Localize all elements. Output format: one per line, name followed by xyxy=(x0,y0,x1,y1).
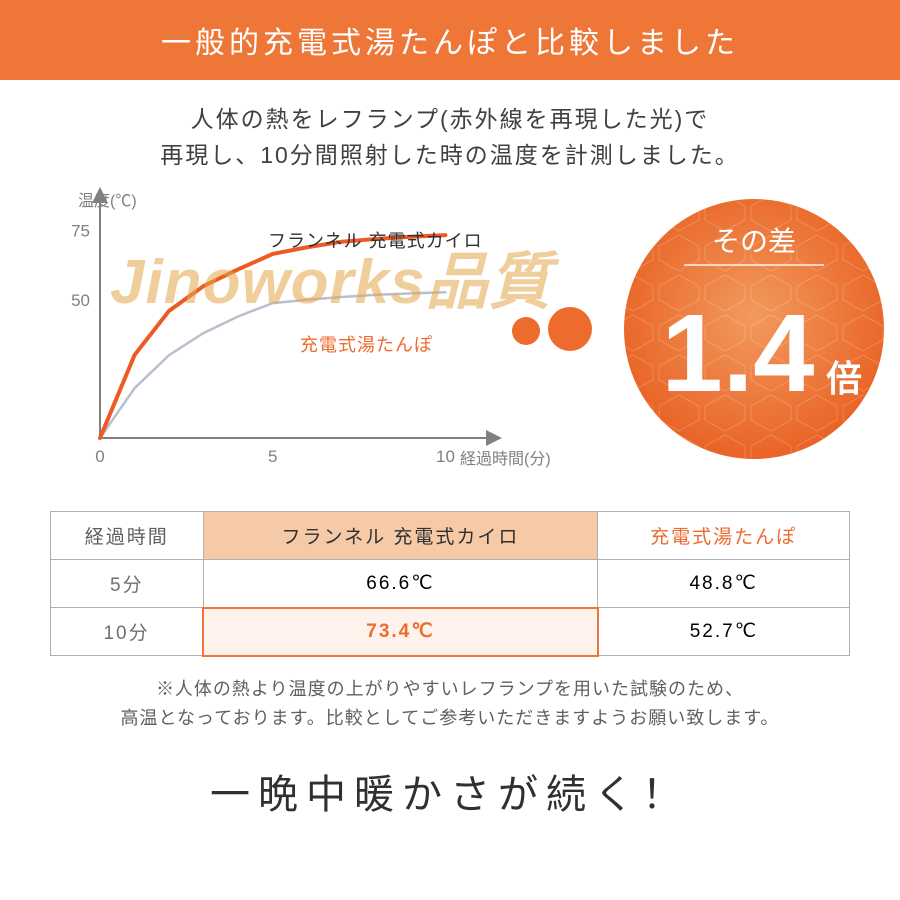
comparison-table: 経過時間フランネル 充電式カイロ充電式湯たんぽ5分66.6℃48.8℃10分73… xyxy=(50,511,850,657)
header-bar: 一般的充電式湯たんぽと比較しました xyxy=(0,0,900,80)
footnote-line1: ※人体の熱より温度の上がりやすいレフランプを用いた試験のため、 xyxy=(156,679,744,699)
svg-text:50: 50 xyxy=(71,291,90,310)
description-line2: 再現し、10分間照射した時の温度を計測しました。 xyxy=(160,142,740,168)
table-header: フランネル 充電式カイロ xyxy=(203,512,598,560)
tagline: 一晩中暖かさが続く！ xyxy=(0,732,900,820)
badge-top-text: その差 xyxy=(712,226,796,257)
difference-badge: その差 1.4 倍 xyxy=(550,193,890,473)
series-b-label: 充電式湯たんぽ xyxy=(300,331,433,357)
connector-dot-large xyxy=(548,307,592,351)
svg-text:75: 75 xyxy=(71,222,90,241)
table-header: 経過時間 xyxy=(51,512,204,560)
chart-area: 温度(℃) 05105075 フランネル 充電式カイロ 充電式湯たんぽ 経過時間… xyxy=(20,183,880,503)
series-b-line xyxy=(100,293,445,439)
table-row: 10分73.4℃52.7℃ xyxy=(51,608,850,656)
badge-circle: その差 1.4 倍 xyxy=(610,193,890,473)
table-header: 充電式湯たんぽ xyxy=(598,512,850,560)
footnote: ※人体の熱より温度の上がりやすいレフランプを用いた試験のため、 高温となっており… xyxy=(0,657,900,733)
svg-text:10: 10 xyxy=(436,447,455,466)
badge-number: 1.4 xyxy=(662,292,815,415)
x-axis-label: 経過時間(分) xyxy=(460,445,551,469)
table-row: 5分66.6℃48.8℃ xyxy=(51,560,850,608)
badge-unit: 倍 xyxy=(826,358,862,399)
svg-text:0: 0 xyxy=(95,447,104,466)
svg-text:5: 5 xyxy=(268,447,277,466)
connector-dot-small xyxy=(512,317,540,345)
footnote-line2: 高温となっております。比較としてご参考いただきますようお願い致します。 xyxy=(121,708,780,728)
description: 人体の熱をレフランプ(赤外線を再現した光)で 再現し、10分間照射した時の温度を… xyxy=(0,80,900,183)
series-a-label: フランネル 充電式カイロ xyxy=(268,227,483,253)
description-line1: 人体の熱をレフランプ(赤外線を再現した光)で xyxy=(191,106,710,132)
